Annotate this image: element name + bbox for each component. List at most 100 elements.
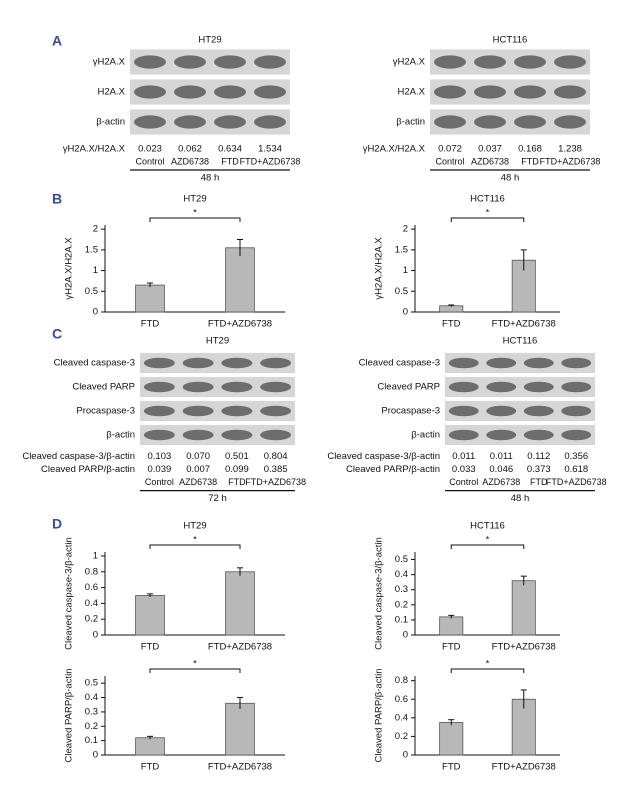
y-tick-label: 1.5 (85, 244, 98, 255)
band (143, 429, 175, 441)
band (221, 381, 253, 393)
x-tick-label: FTD (141, 762, 160, 773)
row-label: γH2A.X (393, 57, 426, 68)
y-tick-label: 2 (403, 224, 408, 235)
band (486, 405, 517, 417)
band (561, 357, 592, 369)
band (174, 85, 206, 99)
lane-label: AZD6738 (171, 156, 209, 166)
y-tick-label: 1.5 (395, 244, 408, 255)
blot-strip (445, 376, 595, 398)
band (448, 357, 479, 369)
time-label: 48 h (201, 173, 220, 184)
bar (135, 284, 165, 313)
band (434, 55, 466, 69)
blot-title: HCT116 (493, 35, 528, 46)
band (434, 115, 466, 129)
band (134, 55, 166, 69)
significance-bracket (450, 544, 525, 549)
lane-label: FTD+AZD6738 (546, 477, 607, 487)
band (523, 429, 554, 441)
ratio-value: 0.007 (186, 464, 210, 475)
band (514, 85, 546, 99)
significance-label: * (193, 535, 197, 546)
ratio-value: 1.534 (258, 144, 282, 155)
ratio-value: 0.356 (564, 451, 588, 462)
band (182, 405, 214, 417)
time-label: 72 h (208, 493, 227, 504)
band (221, 357, 253, 369)
significance-label: * (486, 535, 490, 546)
row-label: Procaspase-3 (76, 406, 135, 417)
band (554, 55, 586, 69)
band (554, 115, 586, 129)
y-tick-label: 0.2 (395, 599, 408, 610)
y-tick-label: 0.2 (85, 721, 98, 732)
band (254, 85, 286, 99)
y-axis-label: γH2A.X/H2A.X (64, 237, 75, 300)
x-tick-label: FTD (442, 642, 461, 653)
significance-bracket (149, 217, 241, 222)
band (134, 115, 166, 129)
band (254, 115, 286, 129)
band (561, 405, 592, 417)
bar (439, 616, 464, 636)
bar (135, 595, 165, 636)
band (221, 405, 253, 417)
y-tick-label: 1 (403, 265, 408, 276)
significance-bracket (450, 668, 525, 673)
band (561, 429, 592, 441)
y-tick-label: 0.1 (85, 735, 98, 746)
band (514, 115, 546, 129)
y-tick-label: 0.6 (85, 582, 98, 593)
lane-label: Control (435, 156, 464, 166)
y-tick-label: 1 (93, 265, 98, 276)
bar (225, 571, 255, 636)
y-tick-label: 0.8 (85, 566, 98, 577)
band (486, 429, 517, 441)
lane-label: AZD6738 (482, 477, 520, 487)
x-tick-label: FTD+AZD6738 (208, 642, 272, 653)
ratio-value: 0.112 (527, 451, 550, 462)
band (448, 381, 479, 393)
band (254, 55, 286, 69)
y-tick-label: 0.2 (395, 731, 408, 742)
chart-title: HCT116 (470, 521, 505, 532)
row-label: Cleaved PARP (377, 382, 440, 393)
x-tick-label: FTD+AZD6738 (208, 319, 272, 330)
y-tick-label: 0.3 (395, 584, 408, 595)
chart-title: HT29 (183, 194, 206, 205)
x-tick-label: FTD (442, 762, 461, 773)
ratio-value: 0.634 (218, 144, 242, 155)
ratio-value: 0.039 (147, 464, 171, 475)
y-tick-label: 0.3 (85, 706, 98, 717)
ratio-value: 0.046 (489, 464, 513, 475)
chart-title: HCT116 (470, 194, 505, 205)
band (214, 85, 246, 99)
band (448, 429, 479, 441)
row-label: Cleaved caspase-3 (54, 358, 135, 369)
band (523, 357, 554, 369)
ratio-value: 0.023 (138, 144, 162, 155)
band (260, 357, 292, 369)
ratio-value: 0.385 (264, 464, 288, 475)
x-tick-label: FTD+AZD6738 (492, 762, 556, 773)
band (182, 357, 214, 369)
y-tick-label: 0.5 (85, 678, 98, 689)
significance-label: * (193, 208, 197, 219)
y-tick-label: 0 (93, 630, 98, 641)
band (474, 55, 506, 69)
row-label: β-actin (411, 430, 440, 441)
significance-bracket (149, 668, 241, 673)
band (554, 85, 586, 99)
band (174, 55, 206, 69)
blot-strip (445, 352, 595, 374)
row-label: Cleaved caspase-3 (359, 358, 440, 369)
y-tick-label: 0 (403, 750, 408, 761)
bar (439, 722, 464, 756)
blot-title: HT29 (206, 336, 229, 347)
ratio-value: 0.804 (264, 451, 288, 462)
blot-strip (140, 352, 295, 374)
y-tick-label: 0 (403, 630, 408, 641)
